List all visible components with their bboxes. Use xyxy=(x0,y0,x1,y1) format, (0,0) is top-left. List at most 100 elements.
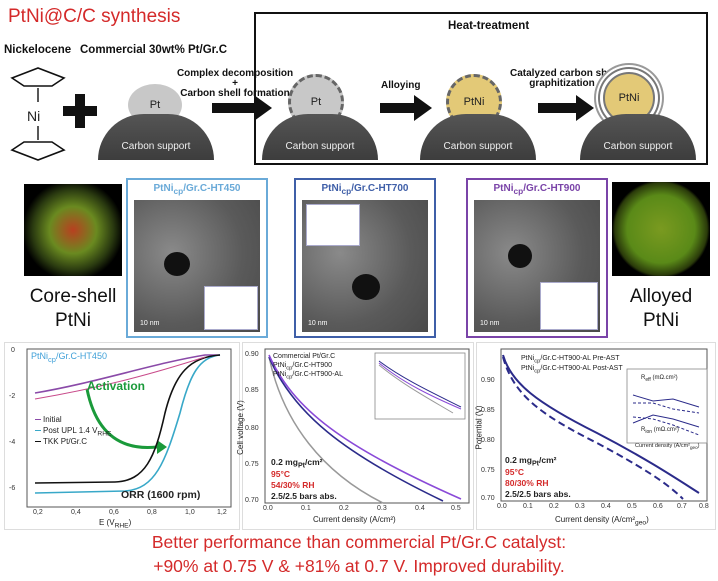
heat-treatment-box xyxy=(254,12,708,165)
size-histogram-inset xyxy=(306,204,360,246)
carbon-support-label: Carbon support xyxy=(443,141,513,152)
scale-bar: 10 nm xyxy=(480,320,500,327)
series-ht900-al xyxy=(268,354,462,500)
series-initial xyxy=(34,354,220,394)
xtick: 0.1 xyxy=(301,505,311,512)
alloying-label: Alloying xyxy=(381,80,421,91)
xtick: 0.4 xyxy=(601,503,611,510)
durability-y-axis-label: Potential (V) xyxy=(474,405,484,450)
xtick: 1,2 xyxy=(217,509,227,516)
carbon-shell-formation-label: Carbon shell formation xyxy=(180,88,290,99)
graphitization-label-1: Catalyzed carbon shell xyxy=(510,68,619,79)
conclusion-line-2: +90% at 0.75 V & +81% at 0.7 V. Improved… xyxy=(153,556,565,576)
size-histogram-inset xyxy=(204,286,258,330)
xtick: 0.5 xyxy=(627,503,637,510)
series-post-ast xyxy=(502,356,684,500)
ytick: 0.85 xyxy=(481,407,495,414)
xtick: 0,2 xyxy=(33,509,43,516)
tem-panel-ht450: PtNicp/Gr.C-HT450 10 nm xyxy=(126,178,268,338)
alloyed-eds-map xyxy=(612,182,710,276)
legend-swatch-tkk xyxy=(35,441,41,442)
ytick: 0.80 xyxy=(245,425,259,432)
plus-icon-vertical xyxy=(75,94,85,128)
carbon-support-2: Carbon support xyxy=(262,114,378,160)
legend-pre-ast: PtNicp/Gr.C-HT900-AL Pre-AST xyxy=(521,355,620,365)
carbon-support-label: Carbon support xyxy=(285,141,355,152)
pt-label: Pt xyxy=(149,99,161,111)
polarization-y-axis-label: Cell voltage (V) xyxy=(235,400,245,455)
page-title: PtNi@C/C synthesis xyxy=(8,6,181,27)
pressure-label: 2.5/2.5 bars abs. xyxy=(271,491,337,501)
ytick: 0.90 xyxy=(245,351,259,358)
temperature-label: 95°C xyxy=(271,469,290,479)
polarization-plot xyxy=(264,348,470,504)
xtick: 0,8 xyxy=(147,509,157,516)
nanoparticle xyxy=(164,252,190,276)
conclusion-line-1: Better performance than commercial Pt/Gr… xyxy=(151,532,567,552)
xtick: 0.0 xyxy=(497,503,507,510)
legend-post-ast: PtNicp/Gr.C-HT900-AL Post-AST xyxy=(521,365,623,375)
orr-chart: PtNicp/Gr.C-HT450 Activation Initial Pos… xyxy=(4,342,240,530)
legend-swatch-initial xyxy=(35,419,41,420)
xtick: 0.5 xyxy=(451,505,461,512)
xtick: 0.1 xyxy=(523,503,533,510)
ytick: -2 xyxy=(9,393,16,400)
arrow-right-icon xyxy=(576,95,594,121)
xtick: 0.4 xyxy=(415,505,425,512)
inset-x-label: Current density (A/cm²geo) xyxy=(635,443,700,451)
series-commercial xyxy=(268,356,384,504)
heat-treatment-label: Heat-treatment xyxy=(448,20,530,32)
legend-initial: Initial xyxy=(43,415,62,424)
size-histogram-inset xyxy=(540,282,598,330)
nanoparticle xyxy=(508,244,532,268)
tem-panel-ht900: PtNicp/Gr.C-HT900 10 nm xyxy=(466,178,608,338)
xtick: 0.7 xyxy=(677,503,687,510)
ytick: -6 xyxy=(9,485,16,492)
arrow-shaft-3 xyxy=(538,103,578,113)
activation-label: Activation xyxy=(87,379,146,393)
carbon-support-1: Carbon support xyxy=(98,114,214,160)
tem-image: 10 nm xyxy=(474,200,600,332)
xtick: 0.2 xyxy=(339,505,349,512)
alloyed-label: Alloyed xyxy=(629,286,693,307)
carbon-support-label: Carbon support xyxy=(603,141,673,152)
tem-title-ht450: PtNicp/Gr.C-HT450 xyxy=(153,183,241,196)
ptni-label: PtNi xyxy=(463,96,485,108)
humidity-label: 80/30% RH xyxy=(505,478,549,488)
scale-bar: 10 nm xyxy=(140,320,160,327)
ytick: 0.70 xyxy=(245,497,259,504)
ytick: 0.90 xyxy=(481,377,495,384)
tem-title-ht900: PtNicp/Gr.C-HT900 xyxy=(493,183,581,196)
resistance-inset xyxy=(626,368,708,444)
plus-label: + xyxy=(232,78,238,89)
orr-plot xyxy=(26,348,232,508)
graphitization-label-2: graphitization xyxy=(529,78,595,89)
core-shell-eds-map xyxy=(24,184,122,276)
inset-rion-label: Rion (mΩ.cm²) xyxy=(641,427,679,436)
activation-arrow-head xyxy=(157,440,167,454)
pressure-label: 2.5/2.5 bars abs. xyxy=(505,489,571,499)
inset-reff-label: Reff (mΩ.cm²) xyxy=(641,375,678,384)
series-ht900 xyxy=(268,356,444,502)
alloyed-ptni-label: PtNi xyxy=(643,310,679,331)
loading-label: 0.2 mgPt/cm² xyxy=(505,455,557,468)
orr-chart-title: PtNicp/Gr.C-HT450 xyxy=(31,351,107,364)
core-shell-label: Core-shell xyxy=(29,286,117,307)
arrow-shaft-2 xyxy=(380,103,416,113)
xtick: 1,0 xyxy=(185,509,195,516)
commercial-catalyst-label: Commercial 30wt% Pt/Gr.C xyxy=(80,44,227,56)
nickel-symbol: Ni xyxy=(27,108,41,124)
carbon-support-4: Carbon support xyxy=(580,114,696,160)
loading-label: 0.2 mgPt/cm² xyxy=(271,457,323,470)
xtick: 0.0 xyxy=(263,505,273,512)
carbon-support-3: Carbon support xyxy=(420,114,536,160)
legend-post-upl: Post UPL 1.4 VRHE xyxy=(43,426,112,438)
legend-ht900-al: PtNicp/Gr.C-HT900-AL xyxy=(273,371,343,381)
humidity-label: 54/30% RH xyxy=(271,480,315,490)
ytick: -4 xyxy=(9,439,16,446)
durability-chart: PtNicp/Gr.C-HT900-AL Pre-AST PtNicp/Gr.C… xyxy=(474,342,716,530)
legend-ht900: PtNicp/Gr.C-HT900 xyxy=(273,362,333,372)
complex-decomposition-label: Complex decomposition xyxy=(176,68,294,79)
scale-bar: 10 nm xyxy=(308,320,328,327)
polarization-x-axis-label: Current density (A/cm²) xyxy=(313,515,396,524)
